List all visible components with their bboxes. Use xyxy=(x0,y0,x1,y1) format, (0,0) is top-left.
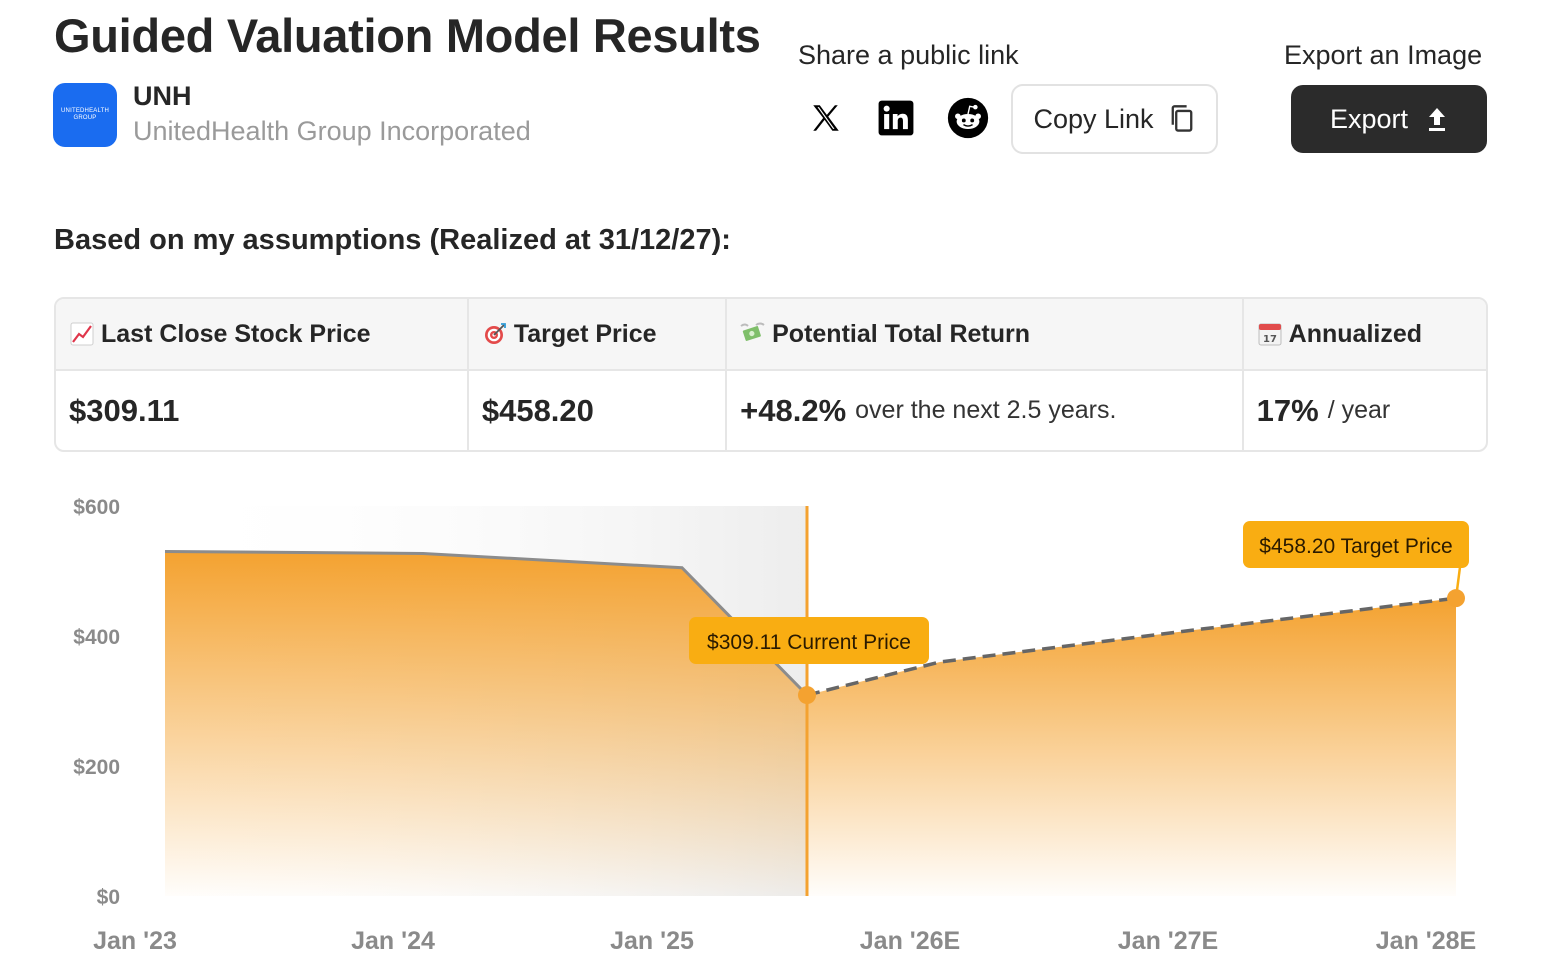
target-icon xyxy=(482,321,508,347)
current-price-label: $309.11 Current Price xyxy=(707,631,911,654)
chart-increasing-icon xyxy=(69,321,95,347)
ticker-symbol: UNH xyxy=(133,81,192,111)
valuation-chart: $600 $400 $200 $0 Jan '23 Jan '24 Jan '25 Jan … xyxy=(73,496,1476,955)
company-logo: UNITEDHEALTH GROUP xyxy=(53,83,117,147)
current-price-label-box xyxy=(689,617,929,664)
annualized-unit: / year xyxy=(1327,396,1391,424)
stat-header: Last Close Stock Price xyxy=(56,299,467,371)
copy-icon xyxy=(1171,105,1192,132)
x-tick-label: Jan '23 xyxy=(93,927,177,955)
projected-area xyxy=(807,598,1456,896)
linkedin-share-button[interactable] xyxy=(874,96,918,140)
stat-header: Target Price xyxy=(468,299,726,371)
stat-total-return: Potential Total Return +48.2% over the n… xyxy=(727,299,1244,450)
target-price-label: $458.20 Target Price xyxy=(1259,535,1452,558)
stat-header: Potential Total Return xyxy=(727,299,1242,371)
export-button[interactable]: Export xyxy=(1291,85,1487,153)
share-label: Share a public link xyxy=(798,40,1019,70)
y-tick-label: $200 xyxy=(73,756,120,779)
svg-text:17: 17 xyxy=(1263,334,1277,345)
y-tick-label: $0 xyxy=(97,886,120,909)
stat-value-row: 17% / year xyxy=(1244,371,1486,450)
money-with-wings-icon xyxy=(740,321,766,347)
stat-value-row: $458.20 xyxy=(469,371,725,450)
upload-icon xyxy=(1429,108,1446,131)
stat-value-row: $309.11 xyxy=(56,371,467,450)
historical-area xyxy=(165,551,807,896)
y-tick-label: $400 xyxy=(73,626,120,649)
last-close-value: $309.11 xyxy=(69,392,180,428)
target-price-point xyxy=(1447,589,1465,608)
company-info: UNITEDHEALTH GROUP UNH UnitedHealth Grou… xyxy=(53,81,531,147)
export-label: Export an Image xyxy=(1284,40,1483,70)
reddit-icon xyxy=(947,97,989,139)
projected-line xyxy=(806,596,1457,697)
copy-link-label: Copy Link xyxy=(1033,103,1154,134)
y-tick-label: $600 xyxy=(73,496,120,519)
x-tick-label: Jan '28E xyxy=(1376,927,1476,955)
total-return-period: over the next 2.5 years. xyxy=(855,396,1117,424)
stat-last-close: Last Close Stock Price $309.11 xyxy=(56,299,469,450)
assumptions-heading: Based on my assumptions (Realized at 31/… xyxy=(54,224,731,256)
stat-header: 17 Annualized xyxy=(1243,299,1486,371)
x-icon xyxy=(813,105,839,131)
x-tick-label: Jan '24 xyxy=(351,927,435,955)
x-tick-label: Jan '25 xyxy=(610,927,694,955)
annualized-value: 17% xyxy=(1256,392,1319,428)
company-name: UnitedHealth Group Incorporated xyxy=(133,116,531,146)
x-share-button[interactable] xyxy=(804,96,848,140)
linkedin-icon xyxy=(878,100,914,136)
current-price-point xyxy=(798,686,816,705)
stats-table: Last Close Stock Price $309.11 Target Pr… xyxy=(54,297,1488,452)
copy-link-button[interactable]: Copy Link xyxy=(1011,84,1218,154)
x-tick-label: Jan '26E xyxy=(860,927,960,955)
stat-annualized: 17 Annualized 17% / year xyxy=(1243,299,1486,450)
reddit-share-button[interactable] xyxy=(946,96,990,140)
stat-value-row: +48.2% over the next 2.5 years. xyxy=(727,371,1242,450)
calendar-icon: 17 xyxy=(1257,321,1283,347)
target-price-value: $458.20 xyxy=(481,392,594,428)
x-tick-label: Jan '27E xyxy=(1118,927,1218,955)
stat-target-price: Target Price $458.20 xyxy=(468,299,728,450)
total-return-value: +48.2% xyxy=(740,392,847,428)
company-logo-text: UNITEDHEALTH GROUP xyxy=(61,108,109,121)
export-button-label: Export xyxy=(1329,103,1409,134)
target-price-label-box xyxy=(1243,521,1469,568)
page-title: Guided Valuation Model Results xyxy=(54,9,761,62)
